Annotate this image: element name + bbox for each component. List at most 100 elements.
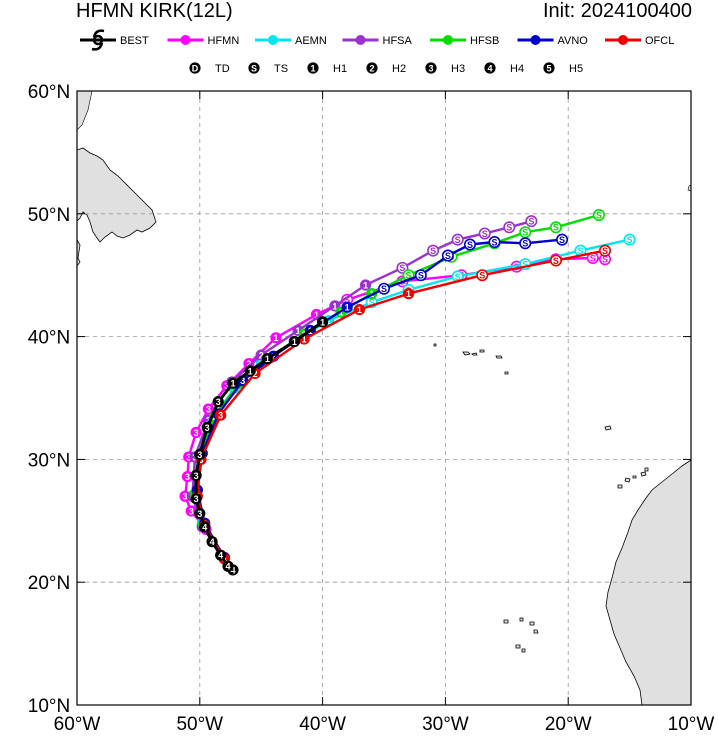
track-point: S — [414, 269, 427, 282]
track-point: S — [599, 244, 612, 257]
intensity-key-h5: 5 H5 — [543, 62, 583, 75]
intensity-code: S — [455, 235, 461, 245]
track-point: 1 — [270, 332, 282, 344]
intensity-code: 1 — [273, 333, 278, 343]
intensity-legend: D TD S TS 1 H1 2 H2 3 H3 4 H4 5 H5 — [189, 62, 583, 75]
intensity-code: 2 — [253, 369, 258, 379]
hurricane-symbol-icon — [91, 29, 105, 51]
intensity-code: 3 — [197, 509, 202, 519]
intensity-code: 1 — [363, 280, 368, 290]
y-tick-label: 40°N — [28, 328, 70, 349]
intensity-code: S — [602, 255, 608, 265]
forecast-tracks: 443333333211SSSSSSS443333211SSSSSS443333… — [179, 209, 636, 576]
intensity-code: S — [381, 284, 387, 294]
line-dot-icon — [530, 35, 541, 45]
plot-frame — [76, 90, 692, 706]
intensity-code: 1 — [314, 310, 319, 320]
x-tick-label: 60°W — [54, 714, 101, 735]
land-cape-verde — [503, 617, 539, 653]
intensity-code: 4 — [218, 551, 223, 561]
track-line-ofcl — [196, 249, 606, 560]
track-point: 3 — [185, 505, 197, 517]
intensity-code: S — [445, 251, 451, 261]
line-dot-icon — [180, 35, 191, 45]
track-point: 3 — [194, 448, 206, 461]
track-point: S — [441, 249, 454, 262]
intensity-key-td: D TD — [189, 62, 230, 75]
intensity-key-h3: 3 H3 — [425, 62, 465, 75]
intensity-label: H3 — [451, 63, 465, 75]
intensity-code: 3 — [240, 376, 245, 386]
track-point: 1 — [261, 353, 273, 365]
track-point: 1 — [244, 365, 256, 377]
intensity-code: S — [467, 240, 473, 250]
track-point: 1 — [288, 335, 300, 348]
intensity-code: S — [369, 298, 375, 308]
intensity-label: TS — [274, 63, 288, 75]
land-madeira — [604, 425, 612, 431]
track-point: S — [478, 227, 491, 240]
track-point: 3 — [202, 403, 214, 415]
legend-label: AVNO — [558, 35, 589, 47]
legend-label: HFSB — [470, 35, 499, 47]
track-point: S — [463, 238, 476, 251]
track-point: 3 — [201, 421, 213, 434]
track-point: 3 — [194, 507, 206, 520]
line-dot-icon — [268, 35, 278, 45]
track-point: S — [519, 237, 532, 250]
intensity-code: S — [482, 229, 488, 239]
legend-label: OFCL — [645, 35, 674, 47]
legend-label: AEMN — [295, 35, 327, 47]
track-point: S — [556, 233, 569, 246]
legend-item-hfmn: HFMN — [167, 35, 239, 47]
axis-ticks: 60°W 50°W 40°W 30°W 20°W 10°W 10°N 20°N 30°N 40°N… — [28, 82, 715, 735]
intensity-code: S — [522, 260, 528, 270]
intensity-code: S — [344, 295, 350, 305]
land-canaries — [617, 467, 649, 489]
intensity-key-h1: 1 H1 — [307, 62, 347, 75]
line-dot-icon — [355, 35, 366, 45]
intensity-code: 3 — [194, 494, 199, 504]
track-point: S — [427, 244, 440, 257]
track-aemn: 443333211SSSSSS — [188, 233, 636, 564]
intensity-key-h4: 4 H4 — [484, 62, 524, 75]
legend-item-aemn: AEMN — [255, 35, 327, 47]
track-point: 4 — [215, 549, 227, 561]
land-iberia-edge — [687, 184, 691, 192]
y-tick-label: 30°N — [28, 450, 70, 471]
intensity-code: 3 — [218, 411, 223, 421]
intensity-code: 2 — [259, 350, 264, 360]
intensity-code: 1 — [230, 379, 235, 389]
intensity-code: S — [455, 272, 461, 282]
legend-item-best: BEST — [80, 29, 149, 51]
track-point: S — [476, 269, 489, 282]
intensity-code: 1 — [326, 316, 331, 326]
intensity-code: 3 — [194, 471, 199, 481]
track-point: 3 — [181, 470, 194, 483]
track-line-hfmn — [183, 256, 606, 559]
intensity-symbol: 4 — [487, 63, 492, 73]
intensity-symbol: 3 — [428, 63, 433, 73]
legend-item-avno: AVNO — [517, 35, 589, 47]
track-point: S — [377, 282, 390, 295]
intensity-label: H2 — [392, 63, 406, 75]
track-point: 3 — [215, 409, 227, 421]
legend-item-hfsb: HFSB — [430, 35, 499, 47]
map-gridlines — [77, 91, 691, 705]
track-point: S — [525, 215, 538, 228]
track-point: 1 — [317, 316, 329, 328]
track-line-best — [194, 320, 324, 572]
intensity-code: 3 — [206, 416, 211, 426]
land-newfoundland — [77, 147, 157, 243]
intensity-code: 4 — [230, 565, 235, 575]
init-time: Init: 2024100400 — [542, 0, 692, 22]
track-point: 1 — [359, 279, 372, 291]
track-point: 3 — [190, 426, 202, 438]
x-tick-label: 30°W — [422, 714, 469, 735]
intensity-code: 1 — [248, 366, 253, 376]
intensity-code: 1 — [345, 303, 350, 313]
land-canada-top — [77, 91, 93, 131]
intensity-code: 2 — [271, 352, 276, 362]
intensity-code: S — [506, 223, 512, 233]
